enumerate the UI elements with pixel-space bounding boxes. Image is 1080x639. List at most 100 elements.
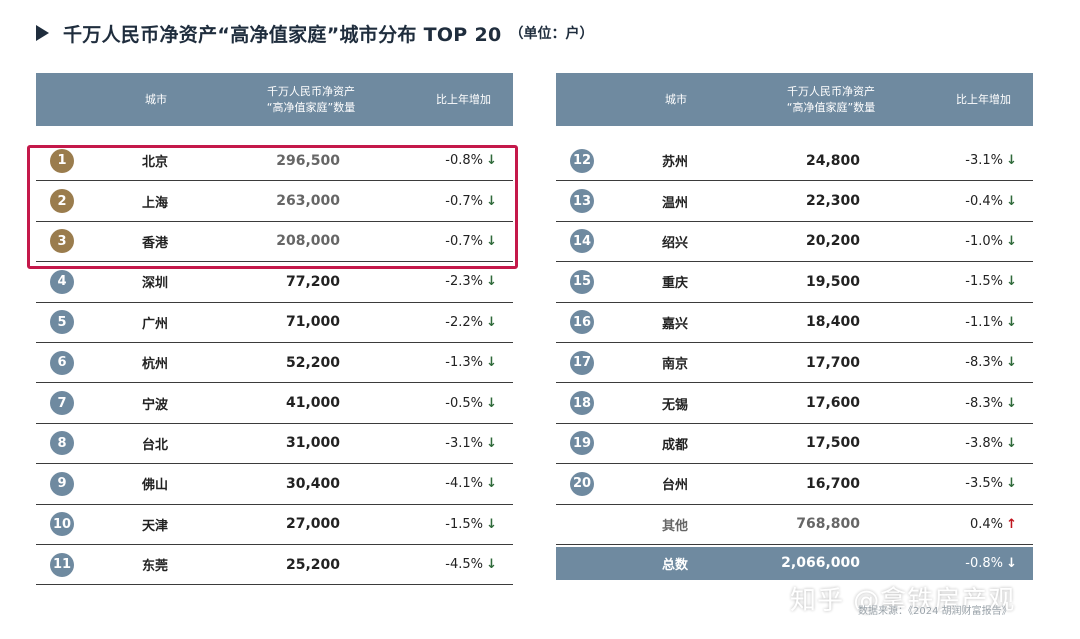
household-count: 20,200 <box>805 233 860 250</box>
table-row: 10 天津 27,000 -1.5% ↓ <box>36 505 513 545</box>
city-name: 嘉兴 <box>662 316 689 332</box>
rank-badge: 6 <box>50 350 74 375</box>
city-name: 其他 <box>662 518 689 534</box>
rank-badge: 17 <box>570 350 594 375</box>
table-row: 16 嘉兴 18,400 -1.1% ↓ <box>556 303 1033 343</box>
arrow-down-icon: ↓ <box>1006 274 1017 290</box>
table-row: 17 南京 17,700 -8.3% ↓ <box>556 343 1033 384</box>
table-header: 城市 千万人民币净资产 “高净值家庭”数量 比上年增加 <box>36 73 513 126</box>
city-name: 南京 <box>662 357 689 373</box>
table-row: 2 上海 263,000 -0.7% ↓ <box>36 181 513 222</box>
table-row: 1 北京 296,500 -0.8% ↓ <box>36 141 513 182</box>
household-count: 17,500 <box>805 435 860 452</box>
household-count: 27,000 <box>285 516 340 533</box>
rank-badge: 4 <box>50 269 74 294</box>
header-count: 千万人民币净资产 “高净值家庭”数量 <box>231 73 391 126</box>
table-row: 7 宁波 41,000 -0.5% ↓ <box>36 383 513 424</box>
arrow-down-icon: ↓ <box>486 153 497 169</box>
arrow-down-icon: ↓ <box>1006 193 1017 209</box>
household-count: 30,400 <box>285 475 340 492</box>
city-name: 香港 <box>142 235 169 251</box>
arrow-down-icon: ↓ <box>486 557 497 573</box>
rank-badge: 9 <box>50 471 74 496</box>
yoy-change: -0.8% <box>965 555 1003 571</box>
household-count: 296,500 <box>276 152 340 169</box>
rank-badge: 1 <box>50 148 74 173</box>
yoy-change: -0.7% <box>445 193 483 209</box>
yoy-change: -4.1% <box>445 476 483 492</box>
household-count: 71,000 <box>285 314 340 331</box>
city-name: 宁波 <box>142 397 169 413</box>
yoy-change: -1.1% <box>965 314 1003 330</box>
total-row: 总数 2,066,000 -0.8% ↓ <box>556 546 1033 580</box>
household-count: 24,800 <box>805 152 860 169</box>
household-count: 25,200 <box>285 556 340 573</box>
city-name: 深圳 <box>142 276 169 292</box>
yoy-change: -3.8% <box>965 435 1003 451</box>
table-row: 15 重庆 19,500 -1.5% ↓ <box>556 262 1033 303</box>
arrow-down-icon: ↓ <box>486 274 497 290</box>
household-count: 17,600 <box>805 395 860 412</box>
arrow-down-icon: ↓ <box>486 355 497 371</box>
city-name: 上海 <box>142 195 169 211</box>
yoy-change: -0.5% <box>445 395 483 411</box>
rank-badge: 20 <box>570 471 594 496</box>
city-name: 天津 <box>142 518 169 534</box>
table-row: 14 绍兴 20,200 -1.0% ↓ <box>556 222 1033 263</box>
city-name: 杭州 <box>142 357 169 373</box>
arrow-down-icon: ↓ <box>486 193 497 209</box>
yoy-change: -3.1% <box>965 153 1003 169</box>
table-row: 18 无锡 17,600 -8.3% ↓ <box>556 383 1033 424</box>
yoy-change: -4.5% <box>445 557 483 573</box>
rank-badge: 15 <box>570 269 594 294</box>
household-count: 2,066,000 <box>781 555 860 572</box>
header-count-line1: 千万人民币净资产 <box>787 84 875 98</box>
table-header: 城市 千万人民币净资产 “高净值家庭”数量 比上年增加 <box>556 73 1033 126</box>
table-row: 3 香港 208,000 -0.7% ↓ <box>36 222 513 263</box>
header-count-line2: “高净值家庭”数量 <box>266 100 356 114</box>
city-name: 成都 <box>662 437 689 453</box>
yoy-change: -1.3% <box>445 355 483 371</box>
arrow-down-icon: ↓ <box>1006 435 1017 451</box>
title-unit: （单位：户） <box>509 26 594 42</box>
household-count: 208,000 <box>276 233 340 250</box>
arrow-down-icon: ↓ <box>1006 314 1017 330</box>
city-name: 北京 <box>142 155 169 171</box>
table-row: 5 广州 71,000 -2.2% ↓ <box>36 303 513 343</box>
city-name: 重庆 <box>662 276 689 292</box>
rank-badge: 7 <box>50 391 74 416</box>
header-count: 千万人民币净资产 “高净值家庭”数量 <box>751 73 911 126</box>
source-note: 数据来源：《2024 胡润财富报告》 <box>858 606 1012 617</box>
rank-badge: 13 <box>570 189 594 214</box>
city-name: 广州 <box>142 316 169 332</box>
left-rows: 1 北京 296,500 -0.8% ↓ 2 上海 263,000 -0.7% ↓ 3 香港 208,0… <box>36 141 513 586</box>
rank-badge: 18 <box>570 391 594 416</box>
rank-badge: 10 <box>50 512 74 537</box>
rank-badge: 12 <box>570 148 594 173</box>
yoy-change: 0.4% <box>969 516 1003 532</box>
title-text: 千万人民币净资产“高净值家庭”城市分布 TOP 20 <box>63 23 502 46</box>
household-count: 18,400 <box>805 314 860 331</box>
rank-badge: 14 <box>570 229 594 254</box>
arrow-down-icon: ↓ <box>1006 555 1017 571</box>
city-name: 总数 <box>662 557 689 573</box>
yoy-change: -2.3% <box>445 274 483 290</box>
rank-badge: 8 <box>50 431 74 456</box>
city-name: 温州 <box>662 195 689 211</box>
table-row: 20 台州 16,700 -3.5% ↓ <box>556 464 1033 505</box>
arrow-down-icon: ↓ <box>1006 355 1017 371</box>
city-name: 台州 <box>662 478 689 494</box>
city-name: 无锡 <box>662 397 689 413</box>
table-row: 13 温州 22,300 -0.4% ↓ <box>556 181 1033 222</box>
arrow-up-icon: ↑ <box>1006 516 1017 532</box>
page-title: 千万人民币净资产“高净值家庭”城市分布 TOP 20 （单位：户） <box>36 18 593 48</box>
arrow-down-icon: ↓ <box>486 233 497 249</box>
rank-badge: 11 <box>50 552 74 577</box>
arrow-down-icon: ↓ <box>1006 153 1017 169</box>
table-row: 11 东莞 25,200 -4.5% ↓ <box>36 545 513 586</box>
city-name: 苏州 <box>662 155 689 171</box>
table-row: 8 台北 31,000 -3.1% ↓ <box>36 424 513 465</box>
household-count: 77,200 <box>285 273 340 290</box>
header-change: 比上年增加 <box>956 92 1011 106</box>
table-row: 12 苏州 24,800 -3.1% ↓ <box>556 141 1033 182</box>
